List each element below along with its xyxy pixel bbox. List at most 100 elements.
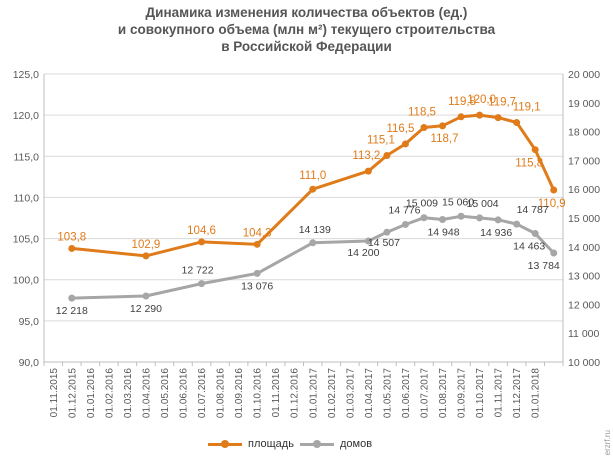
data-point-houses	[198, 280, 206, 288]
legend-swatch-houses	[300, 439, 334, 449]
x-tick-label: 01.01.2018	[531, 368, 542, 418]
x-tick-label: 01.12.2017	[512, 368, 523, 418]
x-tick-label: 01.04.2016	[141, 368, 152, 418]
chart-title-line-1: Динамика изменения количества объектов (…	[145, 5, 468, 20]
x-tick-label: 01.11.2016	[271, 368, 282, 418]
x-tick-label: 01.06.2016	[179, 368, 190, 418]
data-label-houses: 15 060	[442, 196, 474, 208]
series-line-area	[71, 113, 556, 258]
legend-item-area[interactable]: площадь	[208, 438, 294, 450]
data-label-houses: 14 507	[368, 237, 400, 249]
x-tick-label: 01.10.2016	[253, 368, 264, 418]
y-left-tick-label: 110,0	[14, 192, 40, 204]
y-right-tick-label: 10 000	[568, 357, 600, 369]
y-left-tick-label: 105,0	[13, 234, 39, 246]
x-tick-label: 01.07.2016	[197, 368, 208, 418]
x-tick-label: 01.09.2016	[234, 368, 245, 418]
data-point-houses	[439, 215, 447, 223]
data-point-area	[457, 113, 465, 121]
x-tick-label: 01.10.2017	[475, 368, 486, 418]
data-label-houses: 14 776	[388, 204, 420, 216]
data-point-area	[439, 122, 447, 130]
data-label-area: 116,5	[386, 123, 414, 135]
data-point-houses	[401, 220, 409, 228]
data-label-houses: 13 784	[528, 260, 560, 272]
data-label-area: 104,6	[187, 225, 216, 237]
x-tick-label: 01.11.2017	[494, 368, 505, 418]
x-tick-label: 01.03.2017	[345, 368, 356, 418]
data-label-area: 115,8	[515, 158, 543, 170]
watermark: erzrf.ru	[603, 429, 612, 455]
y-left-tick-label: 95,0	[19, 316, 40, 328]
data-point-houses	[142, 292, 150, 300]
data-label-area: 119,8	[448, 96, 476, 108]
data-point-houses	[383, 228, 391, 236]
data-point-houses	[476, 214, 484, 222]
data-point-area	[198, 238, 206, 246]
data-label-houses: 15 009	[406, 198, 438, 210]
data-label-houses: 14 787	[517, 204, 549, 216]
y-left-tick-label: 125,0	[13, 69, 39, 81]
data-label-area: 104,3	[243, 227, 272, 239]
y-right-tick-label: 19 000	[568, 98, 600, 110]
data-label-houses: 12 290	[130, 303, 162, 315]
data-label-houses: 13 076	[241, 280, 273, 292]
data-label-area: 113,2	[352, 150, 380, 162]
data-label-area: 115,1	[367, 134, 395, 146]
data-label-area: 119,7	[488, 97, 516, 109]
data-label-houses: 14 139	[299, 224, 331, 236]
y-right-tick-label: 12 000	[568, 299, 600, 311]
data-point-houses	[364, 237, 372, 245]
x-tick-label: 01.05.2016	[160, 368, 171, 418]
data-point-area	[364, 167, 372, 175]
data-point-area	[383, 151, 391, 159]
data-label-houses: 12 218	[56, 305, 88, 317]
data-point-area	[494, 114, 502, 122]
data-label-area: 119,1	[513, 102, 541, 114]
x-tick-label: 01.06.2017	[401, 368, 412, 418]
y-right-tick-label: 11 000	[568, 328, 599, 340]
y-right-tick-label: 13 000	[568, 271, 600, 283]
data-label-houses: 12 722	[181, 265, 213, 277]
data-point-area	[68, 244, 76, 252]
legend-label-houses: домов	[340, 438, 373, 450]
y-right-tick-label: 20 000	[568, 69, 600, 81]
data-point-houses	[457, 212, 465, 220]
data-point-houses	[494, 216, 502, 224]
x-tick-label: 01.01.2016	[86, 368, 97, 418]
data-point-area	[401, 140, 409, 148]
data-point-houses	[550, 249, 558, 257]
y-left-tick-label: 90,0	[19, 357, 40, 369]
y-right-tick-label: 18 000	[568, 127, 600, 139]
data-label-houses: 14 463	[513, 240, 545, 252]
x-tick-label: 01.12.2016	[290, 368, 301, 418]
data-point-houses	[68, 294, 76, 302]
data-point-area	[253, 240, 261, 248]
y-left-tick-label: 120,0	[13, 110, 39, 122]
data-label-area: 118,5	[408, 106, 436, 118]
data-point-houses	[420, 214, 428, 222]
data-point-houses	[513, 220, 521, 228]
data-label-area: 118,7	[431, 133, 459, 145]
y-right-tick-label: 15 000	[568, 213, 600, 225]
x-tick-label: 01.04.2017	[364, 368, 375, 418]
data-point-houses	[253, 269, 261, 277]
x-tick-label: 01.08.2017	[438, 368, 449, 418]
legend-item-houses[interactable]: домов	[300, 438, 372, 450]
data-label-houses: 15 004	[467, 198, 499, 210]
x-tick-label: 01.02.2016	[104, 368, 115, 418]
data-label-houses: 14 936	[480, 227, 512, 239]
data-label-houses: 14 948	[427, 226, 459, 238]
x-tick-label: 01.11.2015	[49, 368, 60, 418]
x-tick-label: 01.03.2016	[123, 368, 134, 418]
data-point-area	[142, 252, 150, 260]
chart-title-line-2: и совокупного объема (млн м²) текущего с…	[117, 22, 496, 37]
data-point-area	[420, 123, 428, 131]
data-label-area: 120,0	[467, 94, 496, 106]
data-point-houses	[531, 229, 539, 237]
data-label-area: 103,8	[57, 231, 86, 243]
y-left-tick-label: 115,0	[14, 151, 40, 163]
data-point-area	[550, 186, 558, 194]
